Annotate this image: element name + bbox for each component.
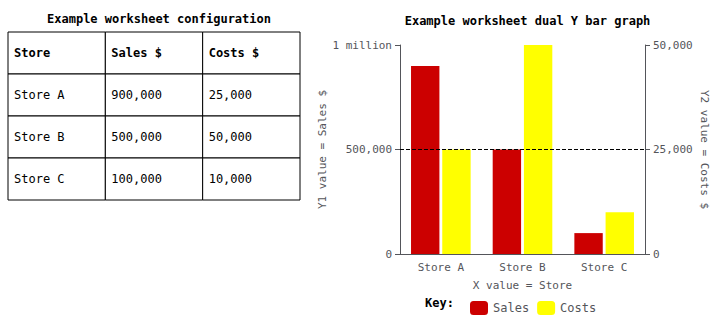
svg-text:Sales: Sales bbox=[493, 301, 529, 315]
svg-text:Store C: Store C bbox=[581, 261, 627, 274]
svg-text:Sales $: Sales $ bbox=[111, 46, 162, 60]
svg-text:Store B: Store B bbox=[499, 261, 546, 274]
svg-text:Y1 value = Sales $: Y1 value = Sales $ bbox=[316, 90, 329, 209]
svg-text:Example worksheet dual Y bar g: Example worksheet dual Y bar graph bbox=[405, 14, 651, 28]
svg-text:900,000: 900,000 bbox=[111, 88, 162, 102]
svg-text:Store: Store bbox=[14, 46, 50, 60]
svg-text:1 million: 1 million bbox=[332, 39, 392, 52]
svg-text:Costs $: Costs $ bbox=[209, 46, 260, 60]
svg-text:Store B: Store B bbox=[14, 130, 65, 144]
svg-text:Store A: Store A bbox=[14, 88, 65, 102]
svg-text:X value = Store: X value = Store bbox=[473, 279, 572, 292]
svg-text:0: 0 bbox=[385, 248, 392, 261]
svg-text:25,000: 25,000 bbox=[653, 143, 693, 156]
svg-text:50,000: 50,000 bbox=[209, 130, 252, 144]
svg-text:500,000: 500,000 bbox=[111, 130, 162, 144]
svg-text:Example worksheet configuratio: Example worksheet configuration bbox=[47, 12, 271, 26]
svg-text:Store A: Store A bbox=[418, 261, 465, 274]
svg-text:10,000: 10,000 bbox=[209, 172, 252, 186]
svg-text:Store C: Store C bbox=[14, 172, 65, 186]
svg-text:100,000: 100,000 bbox=[111, 172, 162, 186]
svg-text:50,000: 50,000 bbox=[653, 39, 693, 52]
svg-text:25,000: 25,000 bbox=[209, 88, 252, 102]
svg-text:0: 0 bbox=[653, 248, 660, 261]
svg-text:Costs: Costs bbox=[560, 301, 596, 315]
svg-text:Key:: Key: bbox=[425, 296, 454, 310]
svg-text:500,000: 500,000 bbox=[346, 143, 392, 156]
svg-text:Y2 value = Costs $: Y2 value = Costs $ bbox=[698, 90, 711, 209]
